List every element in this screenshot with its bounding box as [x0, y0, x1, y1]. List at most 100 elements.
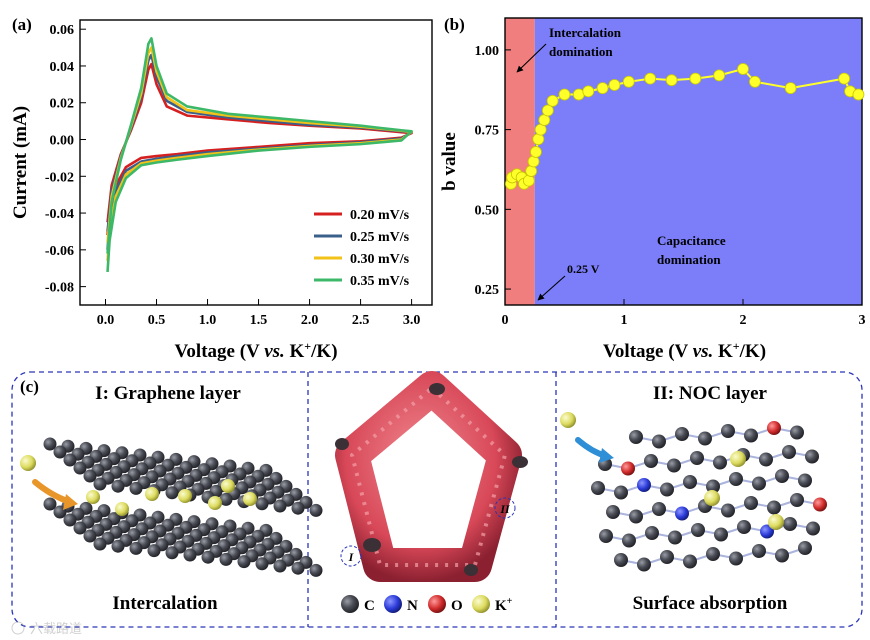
b-value-point — [749, 75, 761, 88]
b-value-point — [608, 79, 621, 91]
b-value-point — [582, 85, 595, 98]
nitrogen-atom-icon — [384, 595, 402, 613]
annotation-intercalation: Intercalation — [549, 25, 622, 40]
y-tick-label: 0.04 — [50, 60, 75, 75]
carbon-atom — [667, 458, 681, 473]
nitrogen-atom — [760, 524, 774, 539]
oxygen-atom — [767, 421, 781, 435]
legend-o-label: O — [451, 598, 463, 614]
oxygen-atom — [621, 461, 635, 476]
y-tick-label: -0.02 — [45, 170, 74, 185]
b-value-point — [527, 155, 540, 168]
shaded-region — [534, 18, 862, 305]
incoming-potassium-ion — [560, 412, 576, 428]
carbon-atom — [775, 469, 789, 483]
x-tick-label: 2.0 — [301, 313, 319, 328]
incoming-potassium-ion — [20, 455, 36, 471]
potassium-ion — [145, 487, 159, 501]
y-tick-label: 0.50 — [475, 203, 500, 218]
carbon-atom — [775, 548, 789, 563]
carbon-atom — [622, 533, 636, 548]
legend-label: 0.25 mV/s — [350, 230, 410, 245]
x-axis-label: Voltage (V vs. K+/K) — [174, 339, 337, 362]
carbon-atom — [721, 424, 735, 438]
adsorbed-potassium-ion — [730, 451, 746, 467]
carbon-atom — [790, 425, 804, 440]
potassium-ion — [86, 490, 100, 504]
carbon-atom — [729, 551, 743, 566]
potassium-ion — [243, 492, 257, 506]
carbon-atom — [798, 473, 812, 488]
carbon-atom — [767, 500, 781, 515]
carbon-atom — [63, 513, 77, 527]
surface-absorption-caption: Surface absorption — [633, 593, 788, 614]
carbon-atom — [83, 529, 97, 543]
b-value-point — [532, 133, 545, 146]
b-value-point — [644, 72, 657, 85]
y-tick-label: -0.04 — [45, 207, 74, 222]
carbon-atom — [691, 523, 705, 537]
region-ii-marker — [494, 497, 516, 519]
b-value-point — [784, 82, 797, 95]
annotation-capacitance-2: domination — [657, 252, 721, 267]
legend-label: 0.30 mV/s — [350, 252, 410, 267]
cv-chart: 0.0 0.5 1.0 1.5 2.0 2.5 3.0 -0.08 -0.06 -0.04 -0.0… — [10, 19, 433, 362]
y-tick-label: 0.75 — [475, 124, 500, 139]
x-tick-label: 3.0 — [403, 313, 421, 328]
carbon-atom — [806, 521, 820, 536]
annotation-intercalation-2: domination — [549, 44, 613, 59]
adsorbed-potassium-ion — [768, 514, 784, 530]
carbon-atom — [759, 452, 773, 467]
carbon-atom — [309, 563, 323, 577]
watermark-text: 六载路道 — [30, 621, 82, 636]
y-axis-label: b value — [439, 132, 460, 191]
carbon-atom — [660, 482, 674, 497]
carbon-atom — [614, 553, 628, 567]
carbon-atom — [73, 461, 87, 475]
carbon-atom — [183, 548, 197, 562]
oxygen-atom-icon — [428, 595, 446, 613]
b-value-point — [737, 63, 749, 75]
carbon-atom — [606, 505, 620, 519]
x-tick-label: 0.5 — [148, 313, 166, 328]
carbon-atom — [798, 541, 812, 555]
carbon-atom-icon — [341, 595, 359, 613]
x-tick-label: 2.5 — [352, 313, 370, 328]
b-value-point — [525, 165, 538, 177]
oxygen-atom — [813, 497, 827, 512]
annotation-capacitance: Capacitance — [657, 233, 726, 248]
carbon-atom — [255, 557, 269, 571]
noc-layer-title: II: NOC layer — [653, 383, 768, 404]
atom-legend: C N O K+ — [341, 595, 513, 614]
y-tick-label: -0.08 — [45, 281, 74, 296]
b-value-point — [713, 69, 726, 82]
carbon-atom — [675, 427, 689, 441]
b-value-point — [522, 174, 535, 187]
annotation-boundary: 0.25 V — [567, 262, 600, 276]
y-tick-label: 0.02 — [50, 97, 75, 112]
b-value-point — [852, 88, 865, 101]
carbon-atom — [752, 544, 766, 558]
carbon-atom — [599, 529, 613, 543]
adsorbed-potassium-ion — [704, 490, 720, 506]
region-i-label: I — [348, 550, 355, 564]
carbon-atom — [805, 449, 819, 464]
carbon-atom — [291, 561, 305, 575]
x-tick-label: 1 — [621, 313, 628, 328]
carbon-atom — [690, 451, 704, 465]
y-tick-label: 0.06 — [50, 23, 75, 38]
carbon-atom — [783, 517, 797, 531]
panel-b-label: (b) — [444, 15, 465, 34]
y-tick-label: 0.25 — [475, 283, 500, 298]
carbon-atom — [790, 493, 804, 507]
annotation-arrow — [516, 43, 547, 73]
carbon-atom — [645, 526, 659, 540]
x-tick-label: 1.0 — [199, 313, 217, 328]
carbon-atom — [652, 434, 666, 449]
carbon-atom — [706, 547, 720, 561]
b-value-point — [665, 74, 678, 87]
noc-layer-illustration — [560, 412, 827, 572]
legend-k-label: K+ — [495, 596, 513, 614]
carbon-atom — [53, 445, 67, 459]
